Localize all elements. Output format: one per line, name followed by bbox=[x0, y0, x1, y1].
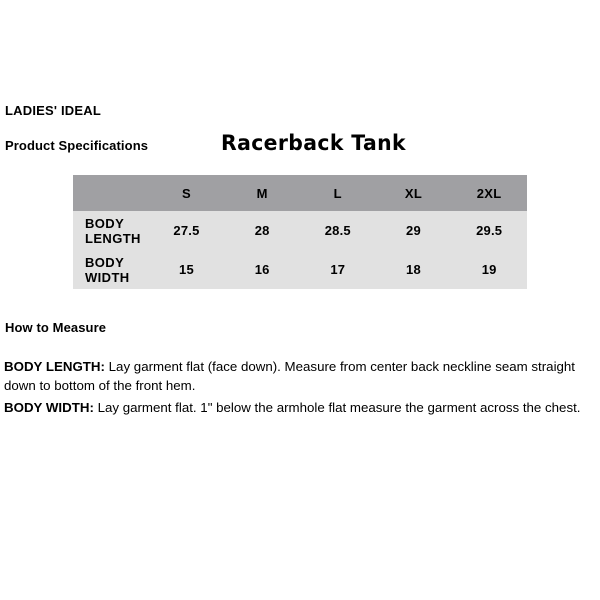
column-header-2xl: 2XL bbox=[476, 185, 502, 201]
cell-body-width-xl: 18 bbox=[406, 262, 421, 277]
product-title: Racerback Tank bbox=[221, 131, 406, 155]
cell-body-width-l: 17 bbox=[330, 262, 346, 277]
measure-instruction-body-length: BODY LENGTH: Lay garment flat (face down… bbox=[4, 357, 598, 395]
column-header-m: M bbox=[256, 185, 268, 201]
column-header-measure bbox=[73, 175, 149, 211]
how-to-measure-title: How to Measure bbox=[5, 320, 107, 335]
measure-instruction-body-width: BODY WIDTH: Lay garment flat. 1" below t… bbox=[4, 398, 598, 417]
table-header-row: S M L XL 2XL bbox=[73, 175, 527, 211]
cell-body-width-m: 16 bbox=[254, 262, 270, 277]
measure-term-body-width: BODY WIDTH: bbox=[4, 400, 94, 415]
measure-description-body-length: Lay garment flat (face down). Measure fr… bbox=[4, 359, 576, 393]
brand-name: LADIES' IDEAL bbox=[5, 103, 101, 118]
cell-body-width-s: 15 bbox=[179, 262, 194, 277]
cell-body-length-m: 28 bbox=[254, 223, 270, 238]
cell-body-width-2xl: 19 bbox=[481, 262, 497, 277]
how-to-measure-list: BODY LENGTH: Lay garment flat (face down… bbox=[4, 357, 598, 420]
cell-body-length-2xl: 29.5 bbox=[476, 223, 503, 238]
product-specifications-label: Product Specifications bbox=[5, 138, 149, 153]
measure-term-body-length: BODY LENGTH: bbox=[4, 359, 105, 374]
column-header-l: L bbox=[333, 185, 342, 201]
cell-body-length-s: 27.5 bbox=[173, 223, 200, 238]
column-header-s: S bbox=[181, 185, 191, 201]
size-spec-table: S M L XL 2XL BODY LENGTH 27.5 28 28.5 29… bbox=[73, 175, 527, 289]
row-label-body-length: BODY LENGTH bbox=[85, 215, 141, 246]
table-body: BODY LENGTH 27.5 28 28.5 29 29.5 BODY WI… bbox=[73, 211, 527, 289]
cell-body-length-l: 28.5 bbox=[324, 223, 351, 238]
cell-body-length-xl: 29 bbox=[406, 223, 421, 238]
row-label-body-width: BODY WIDTH bbox=[85, 254, 130, 285]
table-row: BODY WIDTH 15 16 17 18 19 bbox=[73, 250, 527, 289]
table-row: BODY LENGTH 27.5 28 28.5 29 29.5 bbox=[73, 211, 527, 250]
table-header: S M L XL 2XL bbox=[73, 175, 527, 211]
measure-description-body-width: Lay garment flat. 1" below the armhole f… bbox=[93, 400, 581, 415]
column-header-xl: XL bbox=[404, 185, 423, 201]
